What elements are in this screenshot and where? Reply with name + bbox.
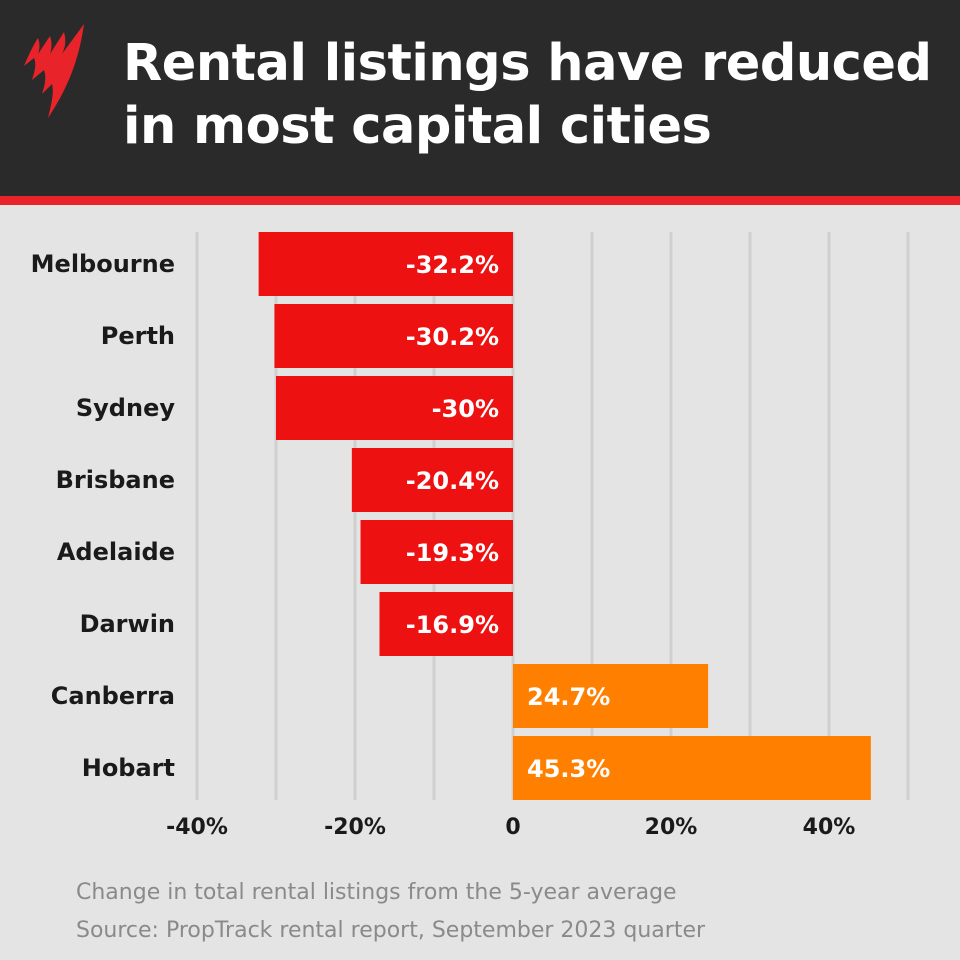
data-label: -20.4% bbox=[406, 467, 499, 495]
data-label: 24.7% bbox=[527, 683, 610, 711]
category-label: Sydney bbox=[75, 394, 175, 422]
bar-canberra bbox=[513, 664, 709, 728]
bar-adelaide bbox=[360, 520, 513, 584]
title-line-1: Rental listings have reduced bbox=[123, 34, 932, 93]
header: Rental listings have reduced in most cap… bbox=[0, 0, 960, 196]
x-tick-label: 40% bbox=[802, 815, 856, 840]
x-tick-label: -40% bbox=[166, 815, 228, 840]
x-tick-label: -20% bbox=[324, 815, 386, 840]
chart-note: Change in total rental listings from the… bbox=[76, 880, 677, 905]
category-label: Hobart bbox=[81, 754, 175, 782]
category-label: Adelaide bbox=[56, 538, 175, 566]
bar-sydney bbox=[276, 376, 513, 440]
bar-hobart bbox=[513, 736, 871, 800]
title-line-2: in most capital cities bbox=[123, 97, 712, 156]
category-label: Melbourne bbox=[30, 250, 175, 278]
bar-darwin bbox=[379, 592, 513, 656]
data-label: -32.2% bbox=[406, 251, 499, 279]
sbs-logo-icon bbox=[24, 24, 84, 118]
category-label: Perth bbox=[100, 322, 175, 350]
page-title: Rental listings have reduced in most cap… bbox=[123, 32, 943, 158]
data-label: -19.3% bbox=[406, 539, 499, 567]
chart-source: Source: PropTrack rental report, Septemb… bbox=[76, 918, 706, 943]
bar-melbourne bbox=[258, 232, 513, 296]
data-label: -30.2% bbox=[406, 323, 499, 351]
accent-divider bbox=[0, 196, 960, 205]
x-tick-label: 20% bbox=[644, 815, 698, 840]
data-label: 45.3% bbox=[527, 755, 610, 783]
data-label: -30% bbox=[432, 395, 499, 423]
category-label: Darwin bbox=[79, 610, 175, 638]
bar-brisbane bbox=[351, 448, 513, 512]
category-label: Brisbane bbox=[55, 466, 175, 494]
category-label: Canberra bbox=[50, 682, 175, 710]
bar-perth bbox=[274, 304, 513, 368]
x-tick-label: 0 bbox=[505, 815, 521, 840]
data-label: -16.9% bbox=[406, 611, 499, 639]
